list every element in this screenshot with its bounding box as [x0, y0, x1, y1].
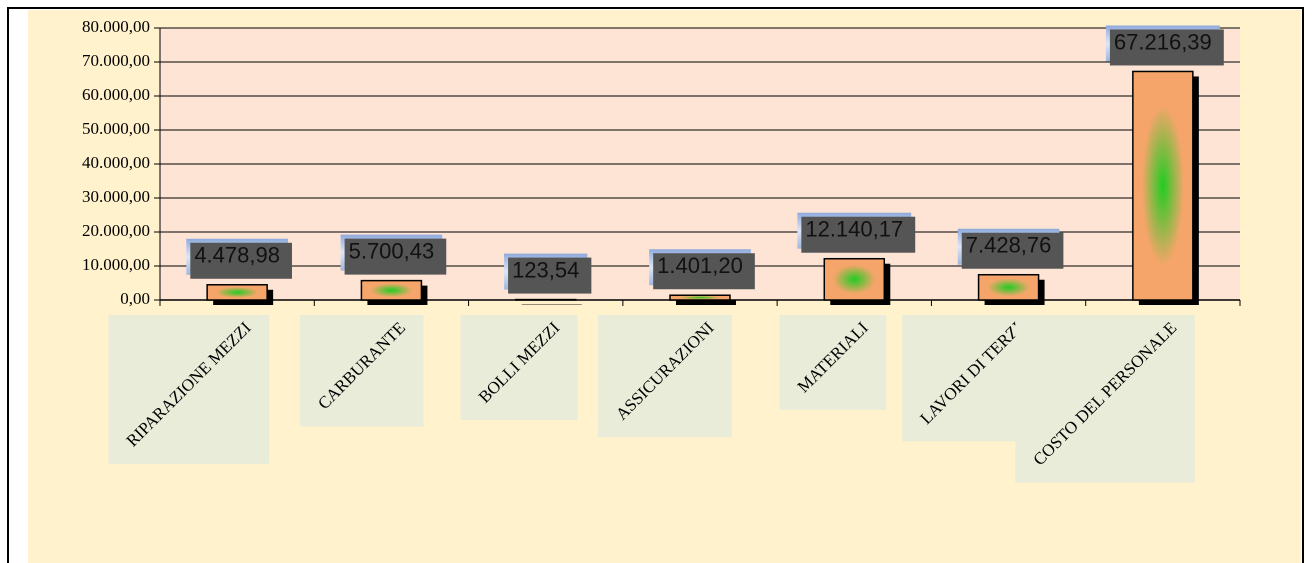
bar — [1132, 70, 1194, 301]
value-label: 5.700,43 — [349, 238, 435, 263]
bar — [669, 294, 731, 301]
y-tick-label: 40.000,00 — [82, 153, 150, 172]
x-label-box — [597, 315, 732, 438]
frame — [7, 7, 1304, 563]
value-label: 123,54 — [512, 257, 579, 282]
value-label: 7.428,76 — [966, 233, 1052, 258]
bar-shadow — [676, 300, 736, 305]
value-label-shadow — [344, 238, 447, 275]
value-label-shadow — [190, 242, 292, 279]
y-tick-label: 0,00 — [120, 289, 150, 308]
x-label-box — [1015, 315, 1195, 483]
x-label-box — [299, 315, 424, 427]
value-label: 12.140,17 — [805, 217, 903, 242]
value-label-shadow — [961, 232, 1064, 269]
y-tick-label: 80.000,00 — [82, 17, 150, 36]
value-label: 4.478,98 — [194, 243, 280, 268]
bar — [823, 257, 886, 301]
value-label-shadow — [653, 253, 755, 290]
bar — [206, 284, 268, 301]
value-label-shadow — [801, 216, 916, 253]
y-tick-label: 70.000,00 — [82, 51, 150, 70]
value-label-shadow — [1109, 29, 1224, 66]
bar — [360, 279, 423, 301]
x-label-box — [779, 315, 887, 410]
y-tick-label: 10.000,00 — [82, 255, 150, 274]
x-label-box — [460, 315, 578, 421]
y-tick-label: 50.000,00 — [82, 119, 150, 138]
y-tick-label: 60.000,00 — [82, 85, 150, 104]
bar — [977, 273, 1040, 301]
value-label: 1.401,20 — [657, 253, 743, 278]
y-tick-label: 20.000,00 — [82, 221, 150, 240]
y-tick-label: 30.000,00 — [82, 187, 150, 206]
value-label: 67.216,39 — [1114, 29, 1212, 54]
x-label-box — [108, 315, 270, 464]
value-label-shadow — [508, 257, 592, 294]
